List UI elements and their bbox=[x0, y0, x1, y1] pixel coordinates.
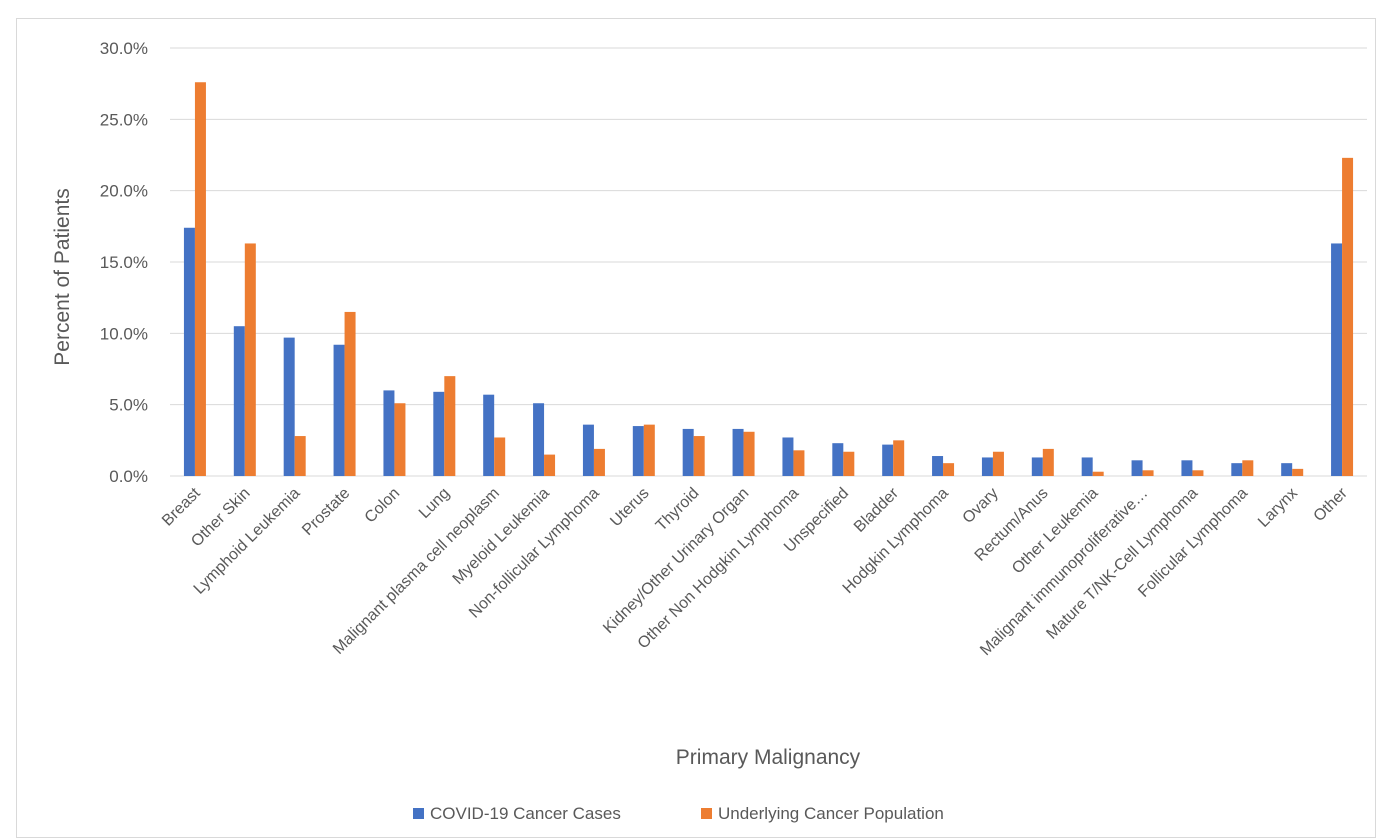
y-tick-label: 25.0% bbox=[100, 110, 148, 129]
bar-underlying-population bbox=[793, 450, 805, 476]
x-category-label: Larynx bbox=[1255, 485, 1301, 531]
bar-underlying-population bbox=[893, 440, 905, 476]
legend-swatch bbox=[413, 808, 424, 819]
bar-covid-cases bbox=[782, 437, 794, 476]
bar-underlying-population bbox=[194, 82, 206, 477]
y-tick-label: 15.0% bbox=[100, 253, 148, 272]
bar-covid-cases bbox=[932, 456, 944, 476]
y-tick-label: 0.0% bbox=[109, 467, 148, 486]
bar-underlying-population bbox=[1242, 460, 1254, 476]
y-axis-title: Percent of Patients bbox=[51, 188, 74, 365]
bar-covid-cases bbox=[832, 443, 844, 476]
bar-covid-cases bbox=[483, 394, 495, 476]
x-axis-title: Primary Malignancy bbox=[676, 746, 861, 769]
bar-covid-cases bbox=[233, 326, 245, 476]
bar-underlying-population bbox=[394, 403, 406, 476]
x-category-label: Other bbox=[1311, 484, 1352, 525]
x-category-label: Uterus bbox=[607, 485, 652, 530]
y-axis-ticks: 0.0% 5.0% 10.0% 15.0% 20.0% 25.0% 30.0% bbox=[100, 39, 148, 486]
bar-underlying-population bbox=[1142, 470, 1154, 476]
bar-underlying-population bbox=[743, 431, 755, 476]
bar-underlying-population bbox=[444, 376, 456, 476]
y-tick-label: 10.0% bbox=[100, 324, 148, 343]
bar-covid-cases bbox=[383, 390, 395, 476]
bar-covid-cases bbox=[1081, 457, 1093, 476]
bar-underlying-population bbox=[1192, 470, 1204, 476]
bar-covid-cases bbox=[533, 403, 545, 476]
bar-covid-cases bbox=[1181, 460, 1193, 476]
bar-covid-cases bbox=[283, 337, 295, 476]
bar-covid-cases bbox=[183, 227, 195, 476]
bar-underlying-population bbox=[544, 454, 556, 476]
bar-covid-cases bbox=[632, 426, 644, 476]
bar-covid-cases bbox=[1331, 243, 1343, 476]
bar-underlying-population bbox=[494, 437, 506, 476]
x-category-label: Other Leukemia bbox=[1009, 485, 1102, 578]
y-tick-label: 20.0% bbox=[100, 182, 148, 201]
bar-underlying-population bbox=[843, 451, 855, 476]
x-category-label: Bladder bbox=[851, 484, 902, 535]
bar-covid-cases bbox=[682, 428, 694, 476]
bar-underlying-population bbox=[1292, 468, 1304, 476]
bar-underlying-population bbox=[992, 451, 1004, 476]
bar-covid-cases bbox=[1031, 457, 1043, 476]
bar-underlying-population bbox=[244, 243, 256, 476]
gridlines bbox=[170, 47, 1367, 477]
bar-covid-cases bbox=[1231, 463, 1243, 476]
bar-covid-cases bbox=[433, 391, 445, 476]
bar-covid-cases bbox=[582, 424, 594, 476]
bar-underlying-population bbox=[294, 436, 306, 476]
bar-underlying-population bbox=[943, 463, 955, 476]
y-tick-label: 5.0% bbox=[109, 396, 148, 415]
legend-swatch bbox=[701, 808, 712, 819]
bar-covid-cases bbox=[882, 444, 894, 476]
bars bbox=[183, 82, 1354, 477]
x-category-label: Prostate bbox=[299, 485, 353, 539]
bar-underlying-population bbox=[1042, 448, 1054, 476]
bar-covid-cases bbox=[981, 457, 993, 476]
bar-underlying-population bbox=[344, 311, 356, 476]
bar-underlying-population bbox=[1342, 157, 1354, 476]
x-category-label: Myeloid Leukemia bbox=[450, 485, 553, 588]
bar-underlying-population bbox=[593, 448, 605, 476]
legend: COVID-19 Cancer Cases Underlying Cancer P… bbox=[413, 804, 944, 823]
chart-frame: 0.0% 5.0% 10.0% 15.0% 20.0% 25.0% 30.0% Breast… bbox=[16, 18, 1376, 838]
bar-underlying-population bbox=[643, 424, 655, 476]
bar-covid-cases bbox=[333, 344, 345, 476]
bar-underlying-population bbox=[693, 436, 705, 476]
x-category-label: Thyroid bbox=[653, 485, 703, 535]
bar-covid-cases bbox=[732, 428, 744, 476]
legend-label: COVID-19 Cancer Cases bbox=[430, 804, 621, 823]
x-category-label: Lung bbox=[416, 485, 453, 522]
x-category-label: Ovary bbox=[960, 485, 1002, 527]
bar-covid-cases bbox=[1281, 463, 1293, 476]
y-tick-label: 30.0% bbox=[100, 39, 148, 58]
x-category-label: Breast bbox=[159, 484, 204, 529]
bar-underlying-population bbox=[1092, 471, 1104, 476]
legend-label: Underlying Cancer Population bbox=[718, 804, 944, 823]
x-category-label: Colon bbox=[362, 485, 404, 527]
bar-covid-cases bbox=[1131, 460, 1143, 476]
bar-chart: 0.0% 5.0% 10.0% 15.0% 20.0% 25.0% 30.0% Breast… bbox=[51, 39, 1367, 823]
